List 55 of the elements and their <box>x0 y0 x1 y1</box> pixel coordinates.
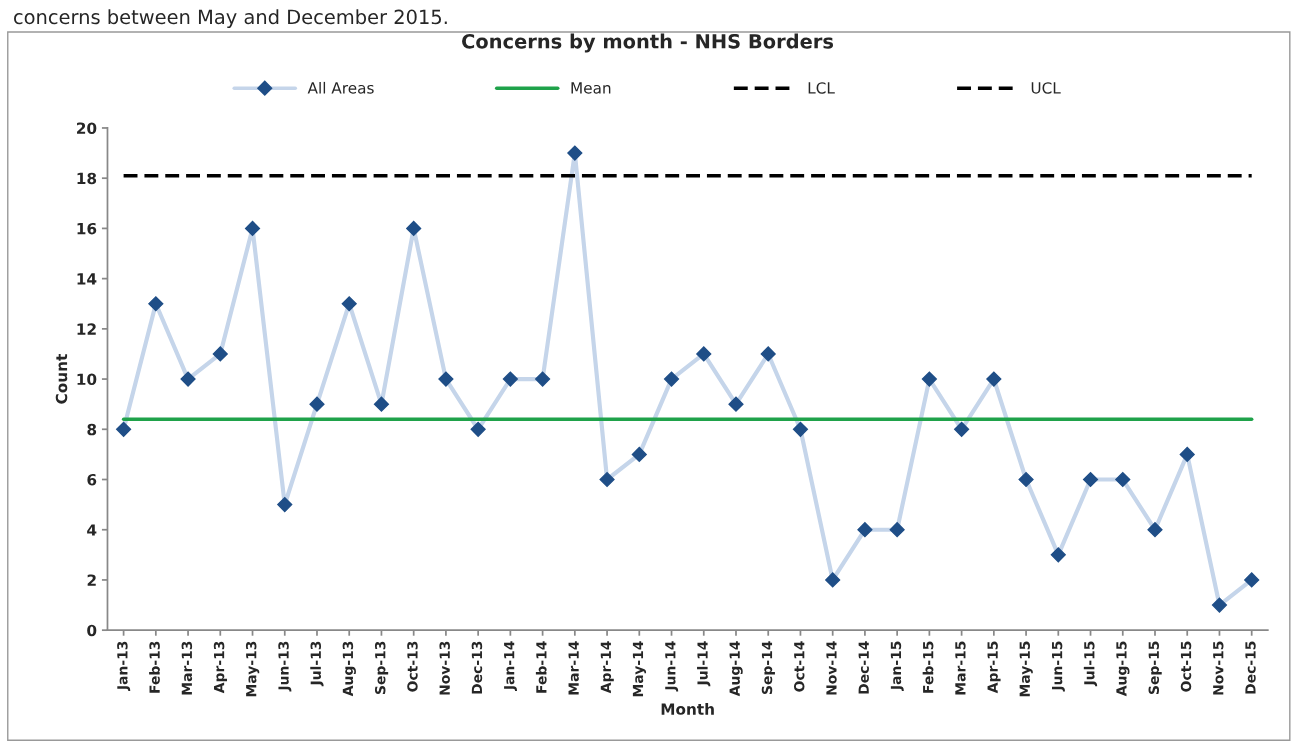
x-tick-label: Jul-13 <box>310 641 324 687</box>
y-tick-label: 14 <box>77 273 97 285</box>
legend-label: Mean <box>571 82 611 94</box>
x-tick-label: Jan-13 <box>117 641 131 691</box>
x-tick-label: Oct-14 <box>793 641 805 692</box>
y-tick-label: 20 <box>77 122 97 134</box>
x-tick-label: Apr-13 <box>213 641 228 694</box>
x-tick-label: Jan-14 <box>504 641 517 691</box>
legend-label: All Areas <box>307 81 374 94</box>
y-tick-label: 10 <box>77 373 97 386</box>
y-tick-label: 6 <box>87 473 97 486</box>
x-tick-label: Apr-15 <box>987 641 1001 694</box>
x-tick-label: Mar-13 <box>181 641 193 695</box>
x-tick-label: Feb-13 <box>149 641 160 693</box>
x-tick-label: Jun-13 <box>278 641 292 692</box>
x-tick-label: Jan-15 <box>890 641 904 691</box>
x-tick-label: Mar-15 <box>955 641 966 695</box>
x-tick-label: Sep-15 <box>1148 641 1162 695</box>
y-tick-label: 8 <box>87 423 97 436</box>
x-tick-label: Aug-13 <box>342 641 356 697</box>
x-tick-label: Jul-15 <box>1083 641 1098 687</box>
x-tick-label: Jul-14 <box>697 641 711 687</box>
y-tick-label: 18 <box>77 172 97 185</box>
y-axis-title: Count <box>55 354 68 404</box>
y-tick-label: 4 <box>87 524 97 536</box>
x-tick-label: Jun-15 <box>1052 641 1065 692</box>
chart-title: Concerns by month - NHS Borders <box>462 33 834 53</box>
x-tick-label: Sep-14 <box>761 641 775 695</box>
x-tick-label: Mar-14 <box>568 641 579 695</box>
x-tick-label: Feb-15 <box>922 641 934 693</box>
y-tick-label: 0 <box>87 624 97 637</box>
x-tick-label: Jun-14 <box>665 641 679 692</box>
legend-label: LCL <box>808 82 835 94</box>
x-tick-label: Dec-13 <box>471 641 483 694</box>
legend-label: UCL <box>1031 82 1061 94</box>
x-tick-label: May-13 <box>245 641 260 697</box>
x-tick-label: Apr-14 <box>600 641 614 694</box>
text: concerns between May and December 2015. <box>14 9 447 29</box>
y-tick-label: 2 <box>87 574 96 586</box>
x-tick-label: Nov-13 <box>439 641 450 695</box>
x-tick-label: Nov-15 <box>1213 641 1224 695</box>
x-axis-title: Month <box>661 703 714 715</box>
x-tick-label: Nov-14 <box>826 641 837 695</box>
x-tick-label: May-14 <box>632 641 647 697</box>
x-tick-label: Dec-14 <box>858 641 869 694</box>
x-tick-label: Oct-13 <box>407 641 418 692</box>
x-tick-label: Dec-15 <box>1245 641 1256 694</box>
y-tick-label: 12 <box>77 323 96 335</box>
x-tick-label: Feb-14 <box>535 641 547 693</box>
x-tick-label: Aug-15 <box>1116 641 1130 697</box>
y-tick-label: 16 <box>77 222 97 235</box>
x-tick-label: Aug-14 <box>729 641 743 697</box>
x-tick-label: Oct-15 <box>1180 641 1192 692</box>
x-tick-label: Sep-13 <box>374 641 389 695</box>
x-tick-label: May-15 <box>1019 641 1033 697</box>
